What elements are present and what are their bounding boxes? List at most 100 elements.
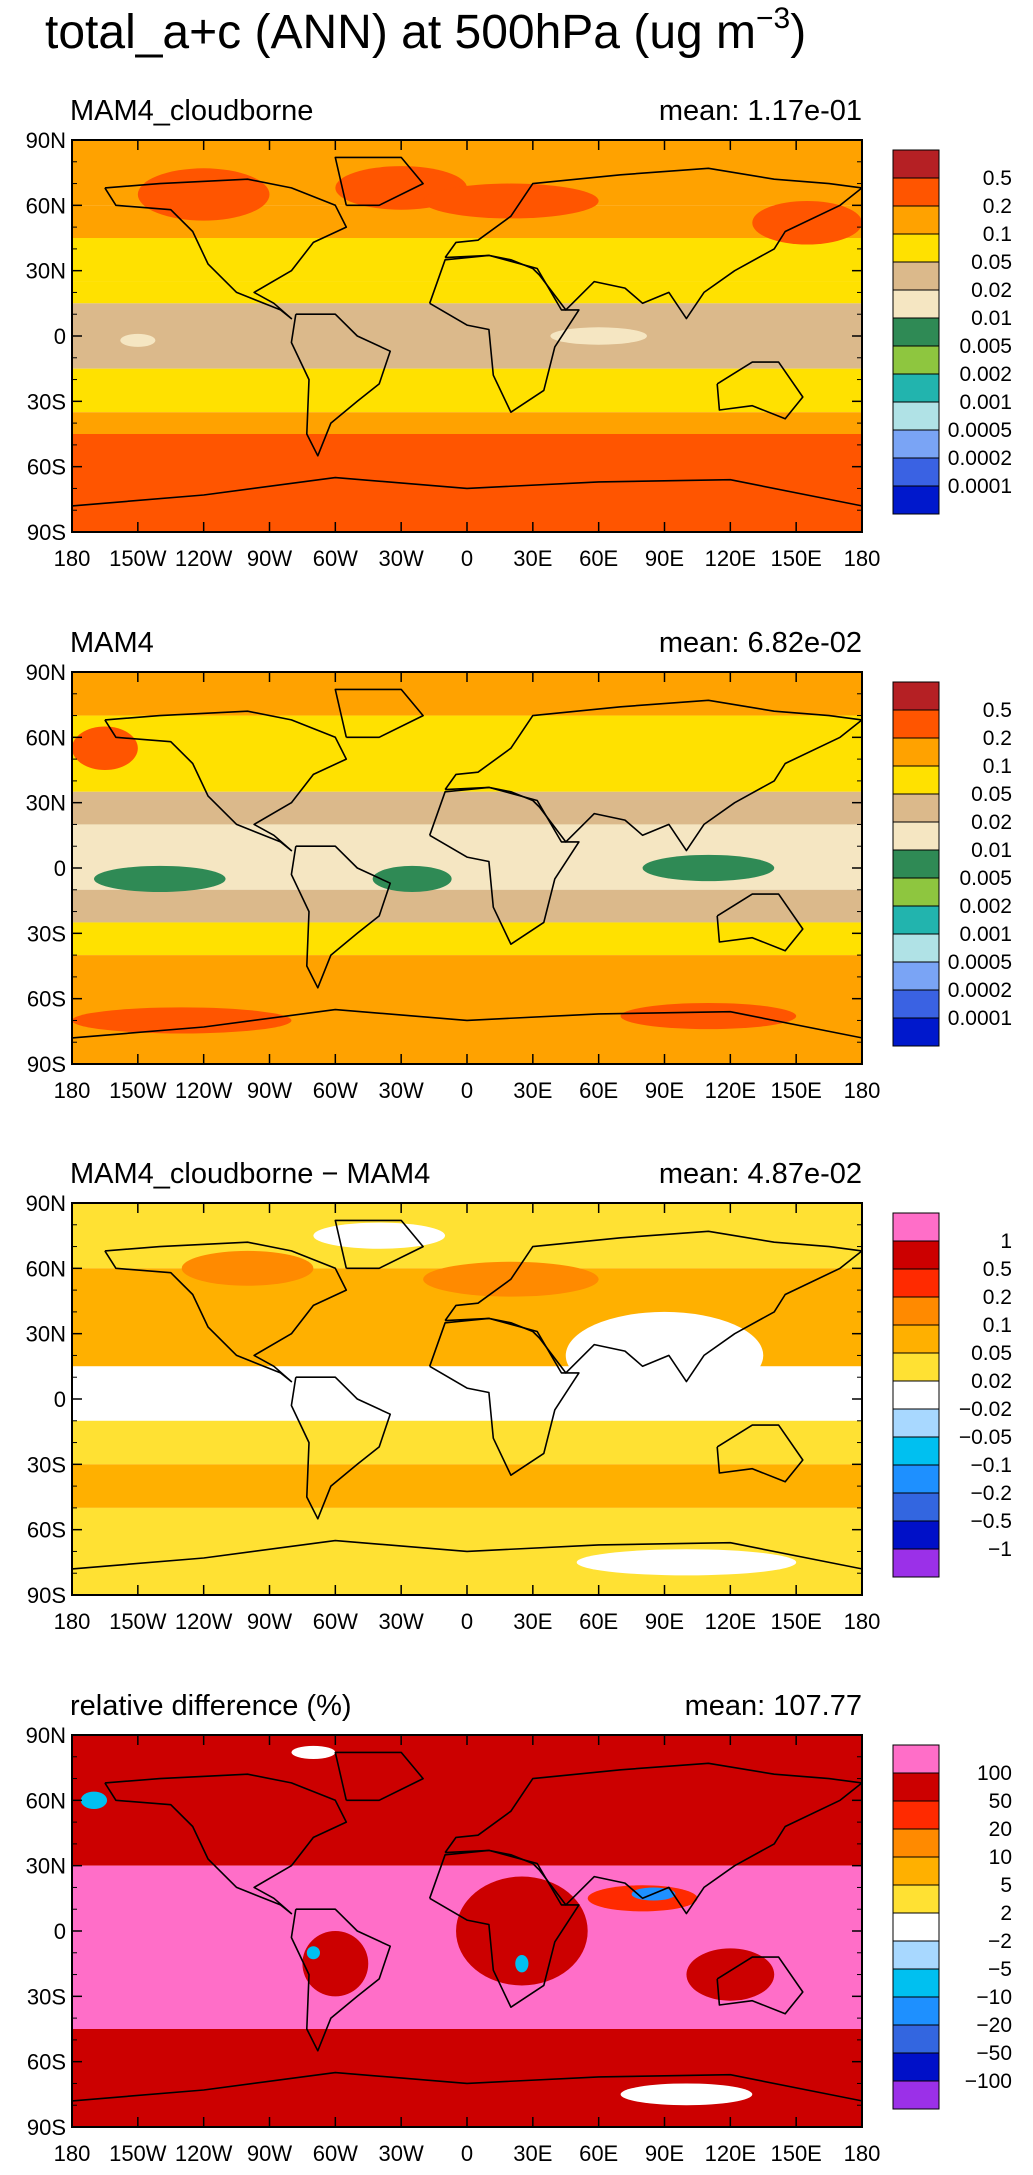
colorbar-label: 0.05 [971,783,1012,806]
colorbar-swatch [892,149,940,179]
colorbar-swatch [892,1296,940,1326]
colorbar-label: 0.0001 [948,1007,1012,1030]
colorbar-swatch [892,821,940,851]
colorbar-swatch [892,1324,940,1354]
contour-patch [93,865,226,892]
lat-tick-label: 90N [26,660,66,685]
coastline [104,178,348,320]
colorbar-label: 0.1 [983,755,1012,778]
lon-tick-label: 60W [313,1078,358,1103]
colorbar-swatch [892,1520,940,1550]
panel-mean-label: mean: 6.82e-02 [659,627,862,659]
colorbar-swatch [892,765,940,795]
lat-tick-label: 60N [26,193,66,218]
lon-tick-label: 150W [109,1078,167,1103]
panel-mean-label: mean: 1.17e-01 [659,95,862,127]
colorbar-label: 0.005 [959,867,1012,890]
colorbar-swatch [892,1856,940,1886]
colorbar-label: 0.5 [983,699,1012,722]
colorbar-swatch [892,429,940,459]
lon-tick-label: 60E [579,2141,618,2166]
contour-patch [302,1931,369,1997]
lon-tick-label: 180 [54,2141,91,2166]
contour-band [72,1464,862,1508]
lat-tick-label: 30S [27,1984,66,2009]
colorbar-swatch [892,1884,940,1914]
lon-tick-label: 150W [109,1609,167,1634]
lon-tick-label: 180 [54,546,91,571]
contour-band [72,281,862,304]
colorbar-label: −1 [988,1538,1012,1561]
contour-field [72,1735,862,2127]
lon-tick-label: 120E [705,1078,756,1103]
contour-patch [181,1250,314,1286]
colorbar-swatch [892,1268,940,1298]
colorbar-swatch [892,1436,940,1466]
lon-tick-label: 60E [579,546,618,571]
colorbar-label: 0.02 [971,1370,1012,1393]
map-panel-mam4: MAM4 mean: 6.82e-0290N60N30N030S60S90S180… [26,627,1012,1103]
contour-band [72,791,862,825]
colorbar-label: 50 [989,1790,1012,1813]
lon-tick-label: 60E [579,1609,618,1634]
colorbar-swatch [892,373,940,403]
lon-tick-label: 150E [770,1609,821,1634]
colorbar-label: 0.002 [959,363,1012,386]
colorbar-swatch [892,261,940,291]
contour-patch [313,1222,446,1249]
contour-band [72,412,862,434]
coastline [72,2071,862,2102]
contour-band [72,303,862,369]
colorbar-swatch [892,1464,940,1494]
coastline [290,845,391,989]
contour-patch [620,2083,753,2106]
lon-tick-label: 180 [844,546,881,571]
colorbar-swatch [892,289,940,319]
colorbar-label: 0.05 [971,1342,1012,1365]
colorbar-swatch [892,2024,940,2054]
coastline [104,710,348,852]
colorbar-swatch [892,1492,940,1522]
colorbar-label: 0.01 [971,839,1012,862]
lon-tick-label: 150E [770,2141,821,2166]
colorbar-swatch [892,877,940,907]
colorbar-label: 0.5 [983,1258,1012,1281]
panel-title-left: MAM4 [70,627,154,659]
lon-tick-label: 90W [247,1078,292,1103]
lon-tick-label: 180 [844,1078,881,1103]
lon-tick-label: 30E [513,546,552,571]
colorbar-label: 10 [989,1846,1012,1869]
colorbar-swatch [892,401,940,431]
lat-tick-label: 60S [27,2050,66,2075]
colorbar-swatch [892,1212,940,1242]
colorbar-label: 0.2 [983,727,1012,750]
colorbar-label: −0.2 [971,1482,1012,1505]
lat-tick-label: 30N [26,1854,66,1879]
lon-tick-label: 120E [705,1609,756,1634]
lon-tick-label: 90E [645,2141,684,2166]
lon-tick-label: 30E [513,1078,552,1103]
lon-tick-label: 90E [645,546,684,571]
colorbar-label: −20 [976,2014,1012,2037]
lat-tick-label: 30S [27,921,66,946]
panel-title-left: MAM4_cloudborne − MAM4 [70,1158,430,1190]
colorbar-label: 0.02 [971,279,1012,302]
coastline [72,476,862,507]
coastline [290,1376,391,1520]
colorbar-swatch [892,233,940,263]
colorbar-swatch [892,961,940,991]
contour-patch [372,865,452,892]
lat-tick-label: 90N [26,1191,66,1216]
colorbar-label: 0.1 [983,223,1012,246]
colorbar-label: 2 [1000,1902,1012,1925]
lat-tick-label: 0 [54,1387,66,1412]
colorbar-swatch [892,2052,940,2082]
colorbar-swatch [892,457,940,487]
contour-patch [565,1311,764,1399]
colorbar-label: 0.0005 [948,419,1012,442]
colorbar-label: −2 [988,1930,1012,1953]
lon-tick-label: 90W [247,2141,292,2166]
lat-tick-label: 60N [26,725,66,750]
lat-tick-label: 60N [26,1256,66,1281]
panel-mean-label: mean: 4.87e-02 [659,1158,862,1190]
